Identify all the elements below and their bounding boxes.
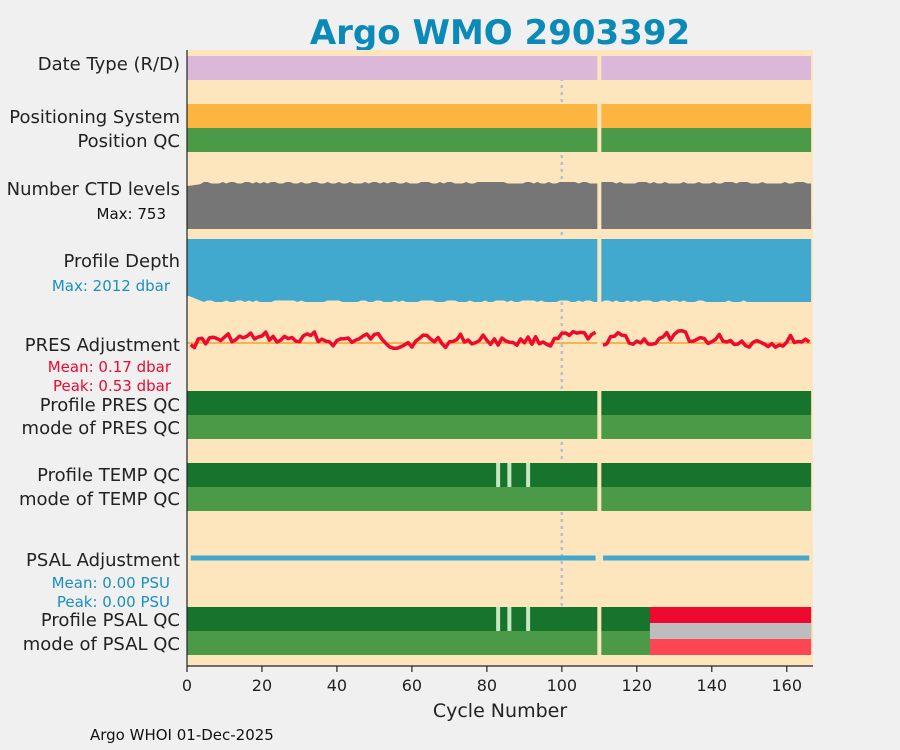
x-tick-label-160: 160 bbox=[771, 676, 802, 695]
temp-qc-mark-83 bbox=[496, 463, 501, 487]
n-levels-area bbox=[187, 182, 812, 229]
x-tick-label-40: 40 bbox=[327, 676, 347, 695]
plot-area bbox=[187, 50, 813, 666]
psal-adjustment-peak: Peak: 0.00 PSU bbox=[57, 593, 170, 611]
x-axis-label: Cycle Number bbox=[433, 700, 567, 722]
row-label-profile-temp-qc: Profile TEMP QC bbox=[37, 465, 180, 486]
profile-depth-max-annotation: Max: 2012 dbar bbox=[52, 277, 171, 295]
psal-qc-mark-83 bbox=[496, 607, 501, 631]
pres-adjustment-series-2 bbox=[602, 328, 811, 349]
row-label-n-levels: Number CTD levels bbox=[7, 179, 180, 200]
x-tick-label-100: 100 bbox=[547, 676, 578, 695]
chart-title: Argo WMO 2903392 bbox=[310, 13, 690, 53]
x-tick-label-60: 60 bbox=[402, 676, 422, 695]
mode-psal-qc-flag-red bbox=[649, 639, 812, 655]
position-qc-band bbox=[187, 128, 812, 152]
pres-adjustment-series-1 bbox=[189, 329, 597, 351]
temp-qc-mark-91 bbox=[526, 463, 531, 487]
row-label-position-qc: Position QC bbox=[77, 131, 180, 152]
x-tick-label-140: 140 bbox=[697, 676, 728, 695]
pres-adjustment-peak: Peak: 0.53 dbar bbox=[53, 377, 172, 395]
mode-temp-qc-band bbox=[187, 487, 812, 511]
date-type-band bbox=[187, 56, 812, 80]
profile-psal-qc-flag bbox=[649, 607, 812, 623]
plot-background bbox=[187, 50, 813, 666]
x-tick-label-0: 0 bbox=[182, 676, 192, 695]
row-label-profile-pres-qc: Profile PRES QC bbox=[40, 395, 180, 416]
footer-credit: Argo WHOI 01-Dec-2025 bbox=[90, 726, 274, 744]
row-label-mode-temp-qc: mode of TEMP QC bbox=[19, 489, 180, 510]
x-tick-label-120: 120 bbox=[622, 676, 653, 695]
row-label-psal-adjustment: PSAL Adjustment bbox=[26, 550, 180, 571]
n-levels-max-annotation: Max: 753 bbox=[97, 205, 166, 223]
profile-depth-area bbox=[187, 239, 812, 302]
row-label-mode-pres-qc: mode of PRES QC bbox=[22, 418, 180, 439]
x-tick-label-20: 20 bbox=[252, 676, 272, 695]
psal-adjustment-mean: Mean: 0.00 PSU bbox=[52, 574, 170, 592]
temp-qc-mark-86 bbox=[507, 463, 512, 487]
row-label-pres-adjustment: PRES Adjustment bbox=[25, 335, 180, 356]
missing-cycle-gap bbox=[597, 50, 602, 666]
row-label-profile-depth: Profile Depth bbox=[63, 251, 180, 272]
pres-adjustment-mean: Mean: 0.17 dbar bbox=[48, 358, 172, 376]
x-axis-ticks: 0 20 40 60 80 100 120 140 160 bbox=[182, 50, 813, 695]
psal-qc-mark-86 bbox=[507, 607, 512, 631]
mode-pres-qc-band bbox=[187, 415, 812, 439]
positioning-system-band bbox=[187, 104, 812, 128]
profile-pres-qc-band bbox=[187, 391, 812, 415]
row-label-mode-psal-qc: mode of PSAL QC bbox=[23, 634, 180, 655]
mode-psal-qc-flag-grey bbox=[649, 623, 812, 639]
x-tick-label-80: 80 bbox=[477, 676, 497, 695]
row-label-date-type: Date Type (R/D) bbox=[38, 54, 180, 75]
psal-qc-mark-91 bbox=[526, 607, 531, 631]
row-label-positioning-system: Positioning System bbox=[9, 107, 180, 128]
row-label-profile-psal-qc: Profile PSAL QC bbox=[41, 610, 180, 631]
